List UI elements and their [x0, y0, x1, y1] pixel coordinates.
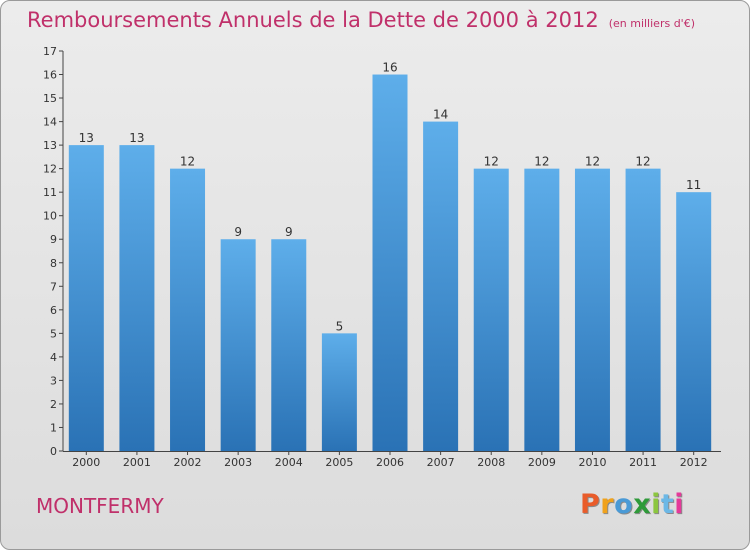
- x-tick-label-2005: 2005: [325, 456, 353, 469]
- data-label-2004: 9: [285, 225, 293, 239]
- logo-letter: i: [674, 489, 685, 520]
- logo-letter: r: [600, 489, 615, 520]
- data-label-2012: 11: [686, 178, 701, 192]
- x-tick-label-2007: 2007: [427, 456, 455, 469]
- x-tick-label-2001: 2001: [123, 456, 151, 469]
- y-tick-label: 8: [50, 257, 57, 270]
- data-label-2006: 16: [382, 61, 397, 75]
- x-tick-label-2006: 2006: [376, 456, 404, 469]
- y-tick-label: 16: [43, 69, 57, 82]
- data-label-2005: 5: [336, 319, 344, 333]
- y-tick-label: 2: [50, 398, 57, 411]
- bar-2003: [220, 239, 256, 451]
- y-tick-label: 5: [50, 327, 57, 340]
- bar-2001: [119, 145, 155, 451]
- y-tick-label: 15: [43, 92, 57, 105]
- data-label-2002: 12: [180, 155, 195, 169]
- x-tick-label-2012: 2012: [680, 456, 708, 469]
- y-tick-label: 6: [50, 304, 57, 317]
- commune-name: MONTFERMY: [36, 494, 164, 518]
- x-tick-label-2009: 2009: [528, 456, 556, 469]
- bar-2002: [170, 168, 206, 451]
- bar-2011: [625, 168, 661, 451]
- y-tick-label: 1: [50, 421, 57, 434]
- logo-letter: o: [614, 489, 634, 520]
- logo-letter: i: [651, 489, 661, 520]
- y-tick-label: 7: [50, 280, 57, 293]
- data-label-2009: 12: [534, 155, 549, 169]
- y-tick-label: 4: [50, 351, 57, 364]
- data-label-2000: 13: [79, 131, 94, 145]
- x-tick-label-2004: 2004: [275, 456, 303, 469]
- data-label-2010: 12: [585, 155, 600, 169]
- y-tick-label: 17: [43, 45, 57, 58]
- proxiti-logo: Proxiti: [580, 489, 684, 520]
- chart-title-block: Remboursements Annuels de la Dette de 20…: [27, 8, 695, 32]
- x-tick-label-2002: 2002: [174, 456, 202, 469]
- data-label-2003: 9: [234, 225, 242, 239]
- x-tick-label-2011: 2011: [629, 456, 657, 469]
- x-tick-label-2003: 2003: [224, 456, 252, 469]
- bar-2007: [423, 121, 459, 452]
- y-tick-label: 12: [43, 163, 57, 176]
- y-tick-label: 13: [43, 139, 57, 152]
- bar-2009: [524, 168, 560, 451]
- bar-2012: [676, 192, 712, 452]
- logo-letter: t: [660, 489, 675, 520]
- logo-letter: x: [633, 489, 652, 520]
- y-tick-label: 0: [50, 445, 57, 458]
- data-label-2011: 12: [635, 155, 650, 169]
- x-tick-label-2010: 2010: [578, 456, 606, 469]
- data-label-2001: 13: [129, 131, 144, 145]
- bar-2010: [574, 168, 610, 451]
- y-tick-label: 11: [43, 186, 57, 199]
- y-tick-label: 3: [50, 374, 57, 387]
- logo-letter: P: [580, 489, 601, 520]
- data-label-2008: 12: [484, 155, 499, 169]
- y-tick-label: 10: [43, 210, 57, 223]
- bar-2006: [372, 74, 408, 451]
- chart-title: Remboursements Annuels de la Dette de 20…: [27, 8, 599, 32]
- y-tick-label: 9: [50, 233, 57, 246]
- bar-2000: [68, 145, 104, 451]
- data-label-2007: 14: [433, 108, 448, 122]
- bar-2005: [321, 333, 357, 451]
- x-tick-label-2000: 2000: [72, 456, 100, 469]
- bar-2004: [271, 239, 307, 451]
- x-tick-label-2008: 2008: [477, 456, 505, 469]
- chart-unit: (en milliers d'€): [608, 17, 695, 30]
- bar-2008: [473, 168, 509, 451]
- y-tick-label: 14: [43, 116, 57, 129]
